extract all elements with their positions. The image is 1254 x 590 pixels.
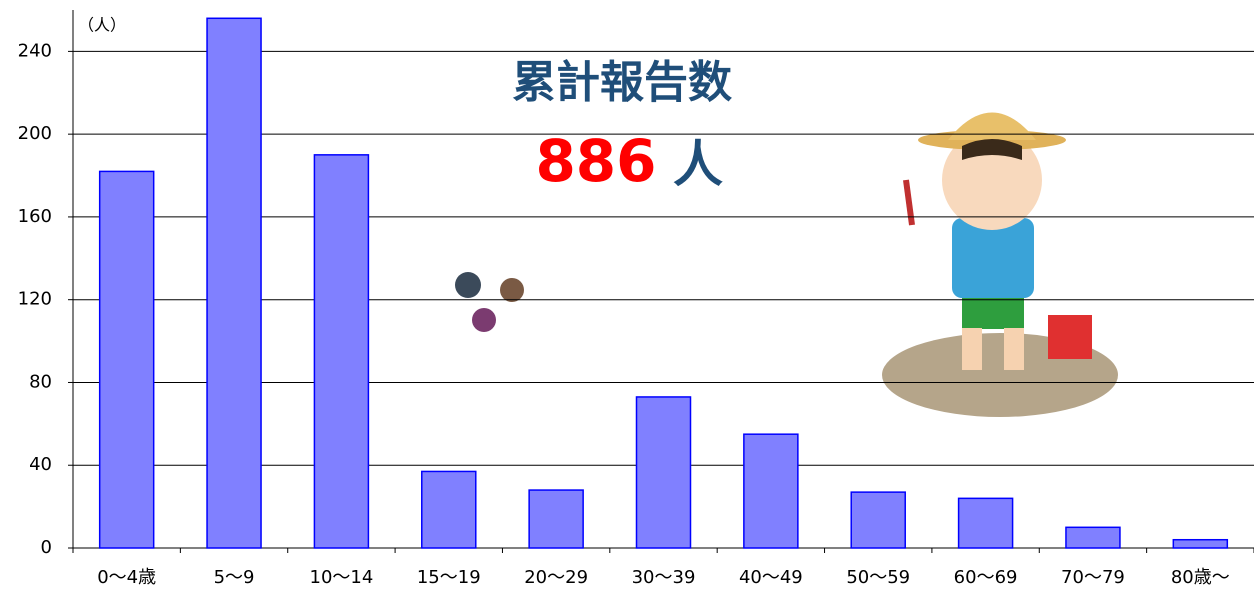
germs-illustration (455, 272, 524, 332)
total-unit: 人 (673, 136, 723, 194)
bar (1173, 540, 1227, 548)
y-tick-label: 160 (18, 206, 52, 227)
chart-title: 累計報告数 (512, 57, 732, 108)
x-tick-label: 50〜59 (846, 567, 910, 588)
bar (100, 171, 154, 548)
bar (207, 18, 261, 548)
chart: 累計報告数 886 人 （人） 0 40 80 120 160 200 240 0〜4歳 5〜9… (0, 0, 1254, 590)
y-tick-label: 40 (29, 454, 52, 475)
bar (314, 155, 368, 548)
y-tick-label: 240 (18, 40, 52, 61)
x-tick-label: 80歳〜 (1171, 567, 1230, 588)
y-tick-label: 200 (18, 123, 52, 144)
x-tick-label: 0〜4歳 (97, 567, 156, 588)
total-count: 886 (535, 127, 656, 195)
x-tick-label: 10〜14 (310, 567, 374, 588)
x-tick-label: 5〜9 (214, 567, 255, 588)
bar (637, 397, 691, 548)
y-tick-label: 120 (18, 289, 52, 310)
bar (529, 490, 583, 548)
bar (1066, 527, 1120, 548)
bar (422, 471, 476, 548)
y-tick-label: 80 (29, 371, 52, 392)
x-tick-label: 60〜69 (954, 567, 1018, 588)
x-tick-label: 30〜39 (632, 567, 696, 588)
child-illustration (882, 113, 1118, 418)
y-tick-label: 0 (41, 537, 52, 558)
x-tick-label: 15〜19 (417, 567, 481, 588)
bar (851, 492, 905, 548)
x-tick-label: 70〜79 (1061, 567, 1125, 588)
y-axis-unit: （人） (78, 16, 126, 35)
bar (959, 498, 1013, 548)
x-tick-label: 20〜29 (524, 567, 588, 588)
x-tick-label: 40〜49 (739, 567, 803, 588)
bar (744, 434, 798, 548)
